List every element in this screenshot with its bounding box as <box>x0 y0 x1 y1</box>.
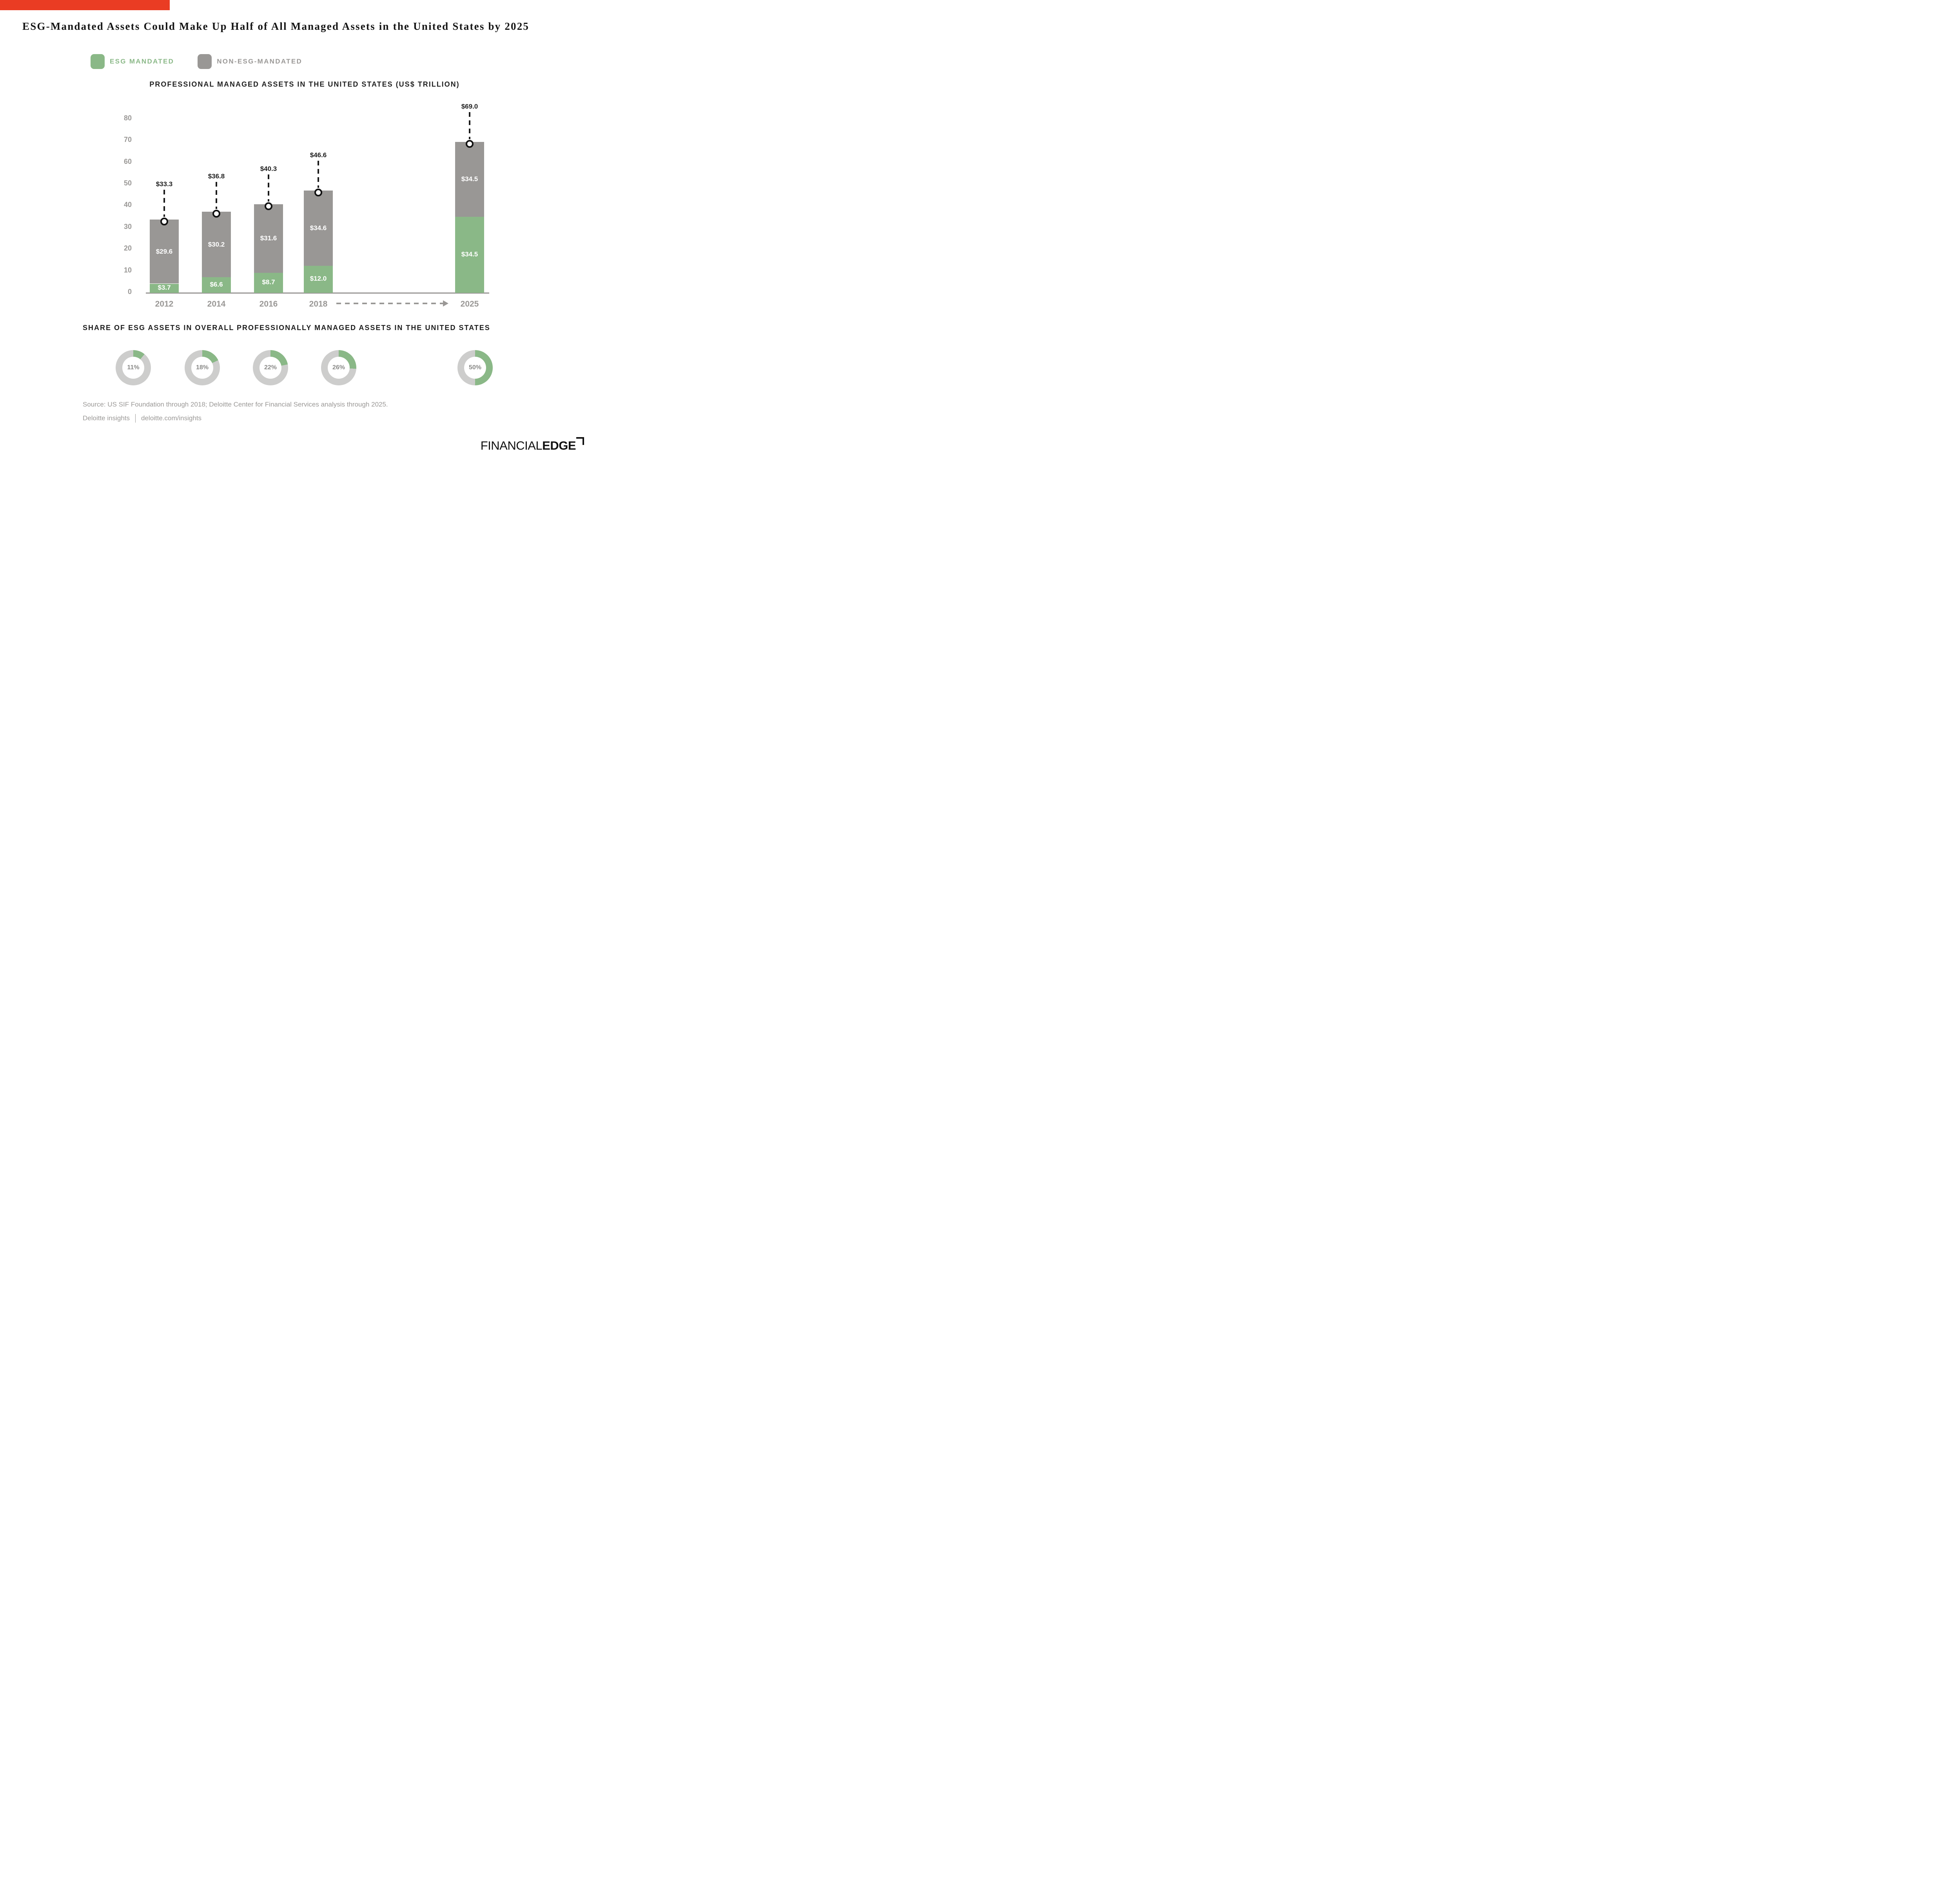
segment-value-label: $31.6 <box>260 234 277 242</box>
marker-circle-icon <box>212 210 220 218</box>
bar-segment-non-esg-2012 <box>150 219 179 284</box>
donut-percent-label: 22% <box>264 364 277 371</box>
chart-title: PROFESSIONAL MANAGED ASSETS IN THE UNITE… <box>149 80 460 88</box>
total-value-label: $46.6 <box>310 151 327 159</box>
logo-corner-icon <box>576 437 584 445</box>
bar-segment-esg-2016 <box>254 272 283 293</box>
bar-segment-non-esg-2016 <box>254 204 283 273</box>
source-note: Source: US SIF Foundation through 2018; … <box>83 401 388 408</box>
marker-circle-icon <box>466 140 474 148</box>
bar-segment-esg-2014 <box>202 277 231 293</box>
donut-percent-label: 11% <box>127 364 140 371</box>
donut-percent-label: 50% <box>468 364 482 371</box>
donut-percent-label: 26% <box>332 364 345 371</box>
publisher-url: deloitte.com/insights <box>141 414 202 422</box>
divider <box>135 414 136 423</box>
total-value-label: $40.3 <box>260 165 277 172</box>
dashed-connector <box>469 112 470 139</box>
total-value-label: $33.3 <box>156 180 173 188</box>
stacked-bar-chart: 80 70 60 50 40 30 20 10 0 $29.6 $3.7 $33.3 2012 $30.2… <box>0 0 602 475</box>
donut-2018: 26% <box>321 350 356 385</box>
bar-segment-non-esg-2014 <box>202 212 231 278</box>
y-tick-label: 60 <box>123 157 132 165</box>
donut-2016: 22% <box>253 350 288 385</box>
donut-hole: 50% <box>464 357 486 379</box>
trend-arrow-head-icon <box>443 300 448 307</box>
marker-circle-icon <box>160 217 168 225</box>
year-label-2025: 2025 <box>460 300 479 309</box>
segment-value-label: $3.7 <box>158 284 171 292</box>
edge-wordmark: EDGE <box>542 439 576 452</box>
dashed-connector <box>216 182 217 209</box>
donut-percent-label: 18% <box>196 364 209 371</box>
bar-segment-esg-2012 <box>150 283 179 293</box>
financial-wordmark: FINANCIAL <box>480 439 543 452</box>
segment-value-label: $8.7 <box>262 278 275 286</box>
bar-segment-esg-2018 <box>304 265 333 293</box>
dashed-connector <box>268 174 269 202</box>
bar-segment-non-esg-2018 <box>304 190 333 266</box>
year-label-2014: 2014 <box>207 300 226 309</box>
legend-swatch-esg-icon <box>91 54 105 69</box>
y-tick-label: 30 <box>123 222 132 231</box>
legend: ESG MANDATED NON-ESG-MANDATED <box>91 54 302 69</box>
segment-value-label: $12.0 <box>310 275 327 283</box>
donut-hole: 11% <box>122 357 144 379</box>
share-section-title: SHARE OF ESG ASSETS IN OVERALL PROFESSIO… <box>83 324 490 332</box>
marker-circle-icon <box>265 202 272 210</box>
y-tick-label: 80 <box>123 114 132 122</box>
donut-2012: 11% <box>116 350 151 385</box>
year-label-2016: 2016 <box>259 300 278 309</box>
y-tick-label: 10 <box>123 266 132 274</box>
donut-hole: 22% <box>260 357 281 379</box>
publisher-line: Deloitte insights deloitte.com/insights <box>83 414 201 423</box>
x-axis-line <box>146 292 489 294</box>
donut-hole: 26% <box>328 357 350 379</box>
year-label-2018: 2018 <box>309 300 328 309</box>
page-title: ESG-Mandated Assets Could Make Up Half o… <box>22 20 530 32</box>
segment-value-label: $30.2 <box>208 240 225 248</box>
trend-arrow <box>336 303 443 304</box>
y-tick-label: 70 <box>123 136 132 144</box>
segment-value-label: $34.6 <box>310 224 327 232</box>
total-value-label: $36.8 <box>208 172 225 180</box>
bar-segment-non-esg-2025 <box>455 142 484 217</box>
marker-circle-icon <box>314 188 322 196</box>
year-label-2012: 2012 <box>155 300 174 309</box>
donut-2025: 50% <box>457 350 493 385</box>
segment-value-label: $34.5 <box>461 250 478 258</box>
accent-bar <box>0 0 170 10</box>
legend-swatch-non-esg-icon <box>198 54 212 69</box>
donut-hole: 18% <box>191 357 213 379</box>
infographic: ESG-Mandated Assets Could Make Up Half o… <box>0 0 602 475</box>
bar-segment-esg-2025 <box>455 216 484 293</box>
legend-label-esg: ESG MANDATED <box>110 58 174 65</box>
segment-value-label: $34.5 <box>461 175 478 183</box>
dashed-connector <box>163 189 165 217</box>
legend-label-non-esg: NON-ESG-MANDATED <box>217 58 303 65</box>
segment-value-label: $29.6 <box>156 247 173 255</box>
publisher-brand: Deloitte insights <box>83 414 130 422</box>
y-tick-label: 50 <box>123 179 132 187</box>
total-value-label: $69.0 <box>461 102 478 110</box>
dashed-connector <box>318 160 319 188</box>
financial-edge-logo: FINANCIAL EDGE <box>480 437 584 452</box>
segment-value-label: $6.6 <box>210 281 223 289</box>
donut-2014: 18% <box>185 350 220 385</box>
y-tick-label: 20 <box>123 244 132 252</box>
y-tick-label: 40 <box>123 201 132 209</box>
y-tick-label: 0 <box>127 288 132 296</box>
